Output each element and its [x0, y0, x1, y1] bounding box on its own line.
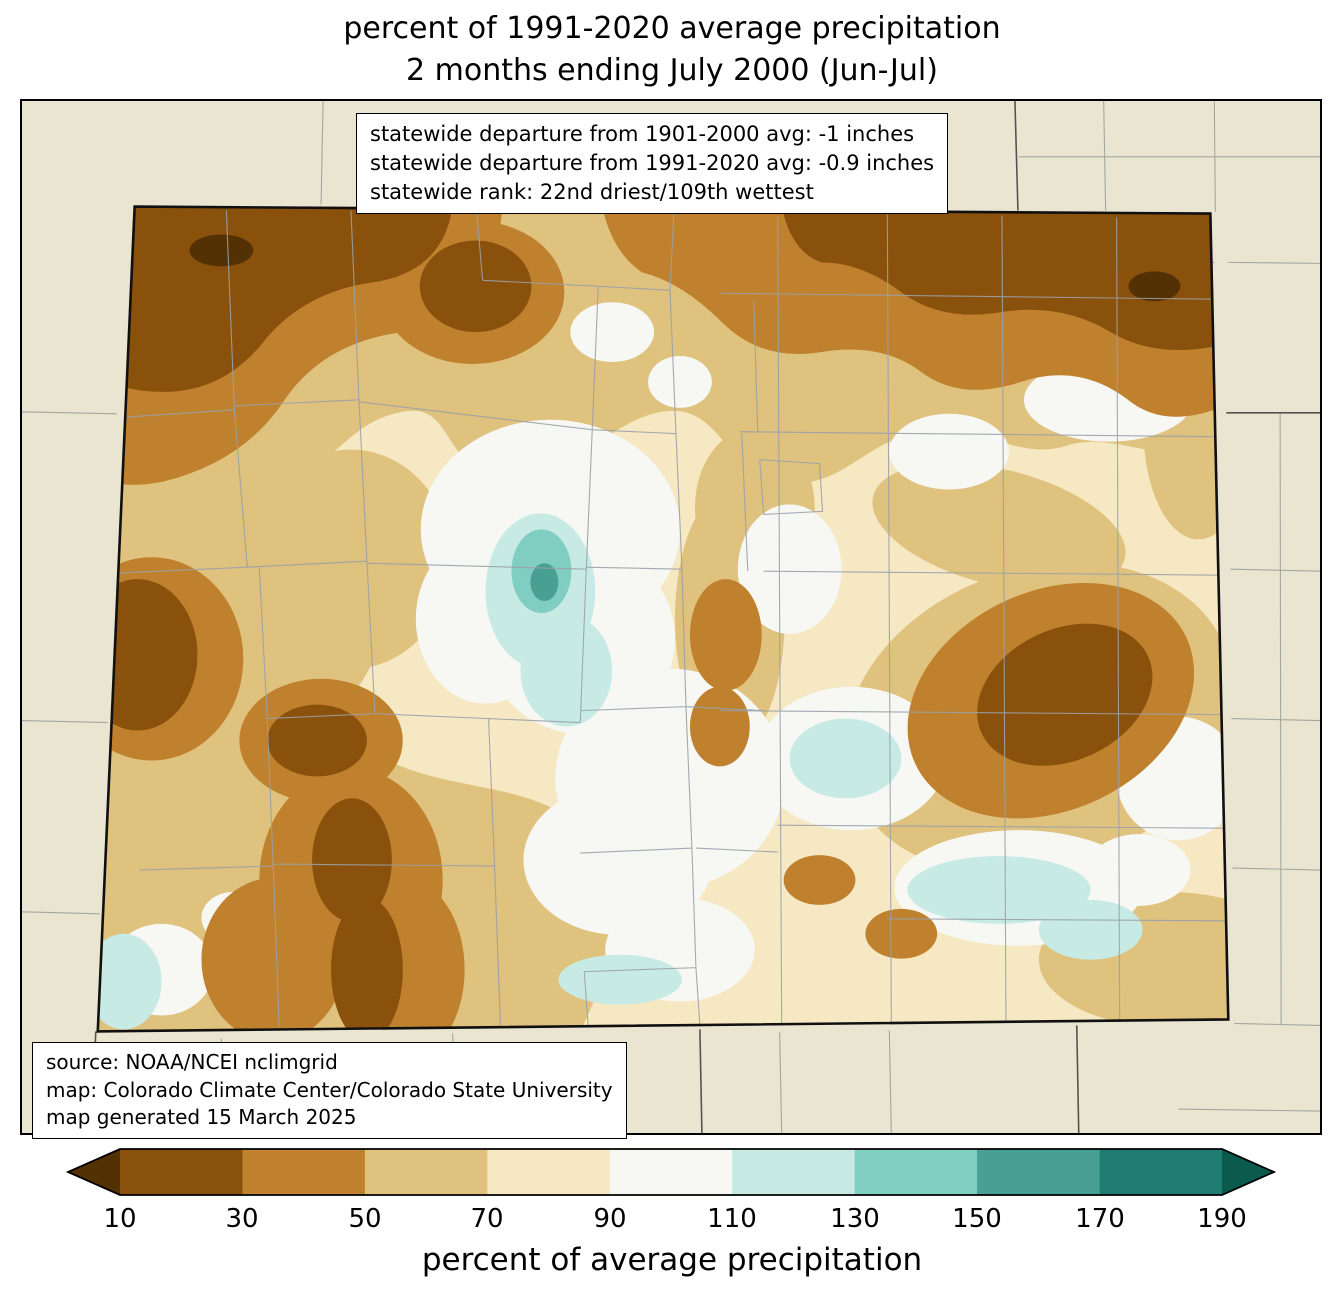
regions-below-10-percent	[189, 234, 1181, 302]
source-attribution-box: source: NOAA/NCEI nclimgrid map: Colorad…	[32, 1042, 627, 1139]
figure-title: percent of 1991-2020 average precipitati…	[0, 8, 1344, 92]
title-line-1: percent of 1991-2020 average precipitati…	[343, 11, 1001, 46]
colorbar-high-arrow	[1222, 1149, 1274, 1195]
colorbar-low-arrow	[68, 1149, 120, 1195]
colorbar: 10 30 50 70 90 110 130 150 170 190 perce…	[0, 1142, 1344, 1299]
colorbar-gradient	[65, 1148, 1277, 1196]
colorbar-tick-130: 130	[830, 1204, 880, 1234]
title-line-2: 2 months ending July 2000 (Jun-Jul)	[406, 53, 938, 88]
colorbar-tick-150: 150	[952, 1204, 1002, 1234]
neighbor-state-county-lines	[22, 101, 1320, 1133]
colorbar-tick-110: 110	[707, 1204, 757, 1234]
colorbar-tick-30: 30	[225, 1204, 259, 1234]
source-line-1: source: NOAA/NCEI nclimgrid	[46, 1050, 338, 1074]
precipitation-regions	[97, 206, 1229, 1032]
colorbar-axis-label: percent of average precipitation	[421, 1242, 923, 1278]
regions-10-30-percent	[97, 206, 1229, 1032]
map-frame: statewide departure from 1901-2000 avg: …	[20, 99, 1322, 1139]
source-line-3: map generated 15 March 2025	[46, 1105, 357, 1130]
source-line-2: map: Colorado Climate Center/Colorado St…	[46, 1077, 613, 1102]
colorbar-tick-170: 170	[1075, 1204, 1125, 1234]
colorbar-tick-50: 50	[348, 1204, 382, 1234]
stats-line-2: statewide departure from 1991-2020 avg: …	[370, 150, 935, 175]
colorbar-tick-190: 190	[1197, 1204, 1247, 1234]
colorbar-tick-10: 10	[103, 1204, 137, 1234]
stats-line-3: statewide rank: 22nd driest/109th wettes…	[370, 179, 814, 204]
stats-line-1: statewide departure from 1901-2000 avg: …	[370, 122, 915, 146]
county-lines	[116, 210, 1227, 1028]
colorbar-tick-70: 70	[470, 1204, 504, 1234]
colorbar-tick-90: 90	[593, 1204, 627, 1234]
colorbar-outline	[65, 1148, 1277, 1196]
regions-150-170-percent	[530, 563, 559, 602]
colorado-precipitation-map	[22, 101, 1320, 1133]
statewide-stats-box: statewide departure from 1901-2000 avg: …	[356, 113, 949, 214]
